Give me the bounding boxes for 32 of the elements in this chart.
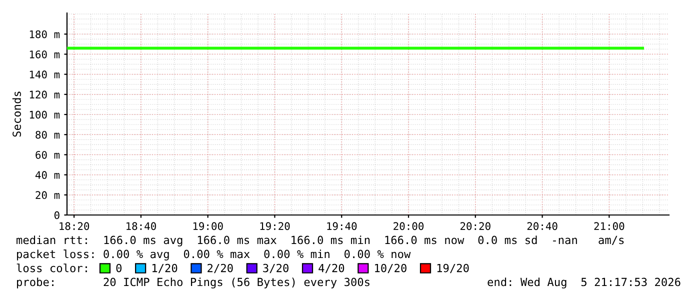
- y-tick-label: 160 m: [30, 50, 60, 58]
- legend-label: 3/20: [263, 264, 288, 274]
- legend-label: 10/20: [375, 264, 406, 274]
- x-tick-label: 20:00: [394, 222, 424, 230]
- legend-label: 2/20: [208, 264, 233, 274]
- y-tick-label: 60 m: [36, 150, 60, 159]
- text: end: Wed Aug 5 21:17:53 2026: [488, 278, 680, 288]
- y-tick-label: 20 m: [36, 191, 60, 200]
- y-tick-label: 140 m: [30, 70, 60, 78]
- x-tick-label: 19:00: [193, 222, 223, 230]
- text: median rtt: 166.0 ms avg 166.0 ms max 166.0 ms min 166.0 ms now 0.0 ms sd -nan am/s: [16, 236, 624, 246]
- legend-label: 1/20: [152, 264, 178, 274]
- x-tick-label: 18:20: [60, 222, 90, 230]
- x-tick-label: 20:40: [527, 222, 558, 230]
- legend-title: loss color:: [16, 264, 87, 272]
- legend-label: 19/20: [437, 264, 469, 274]
- text: probe: 20 ICMP Echo Pings (56 Bytes) every 300s: [17, 278, 370, 288]
- x-tick-label: 19:20: [260, 222, 290, 230]
- y-axis-title: Seconds: [12, 92, 21, 137]
- y-tick-label: 120 m: [30, 90, 60, 99]
- legend-label: 4/20: [318, 264, 344, 274]
- y-tick-label: 100 m: [30, 110, 60, 119]
- legend-label: 0: [116, 264, 122, 272]
- y-tick-label: 0: [54, 211, 60, 220]
- x-tick-label: 18:40: [126, 222, 156, 230]
- y-tick-label: 80 m: [36, 130, 60, 139]
- y-tick-label: 180 m: [30, 30, 60, 38]
- x-tick-label: 21:00: [594, 222, 624, 230]
- text: packet loss: 0.00 % avg 0.00 % max 0.00 % min 0.00 % now: [17, 250, 411, 260]
- x-tick-label: 19:40: [327, 222, 357, 230]
- y-tick-label: 40 m: [35, 171, 60, 179]
- x-tick-label: 20:20: [460, 222, 490, 230]
